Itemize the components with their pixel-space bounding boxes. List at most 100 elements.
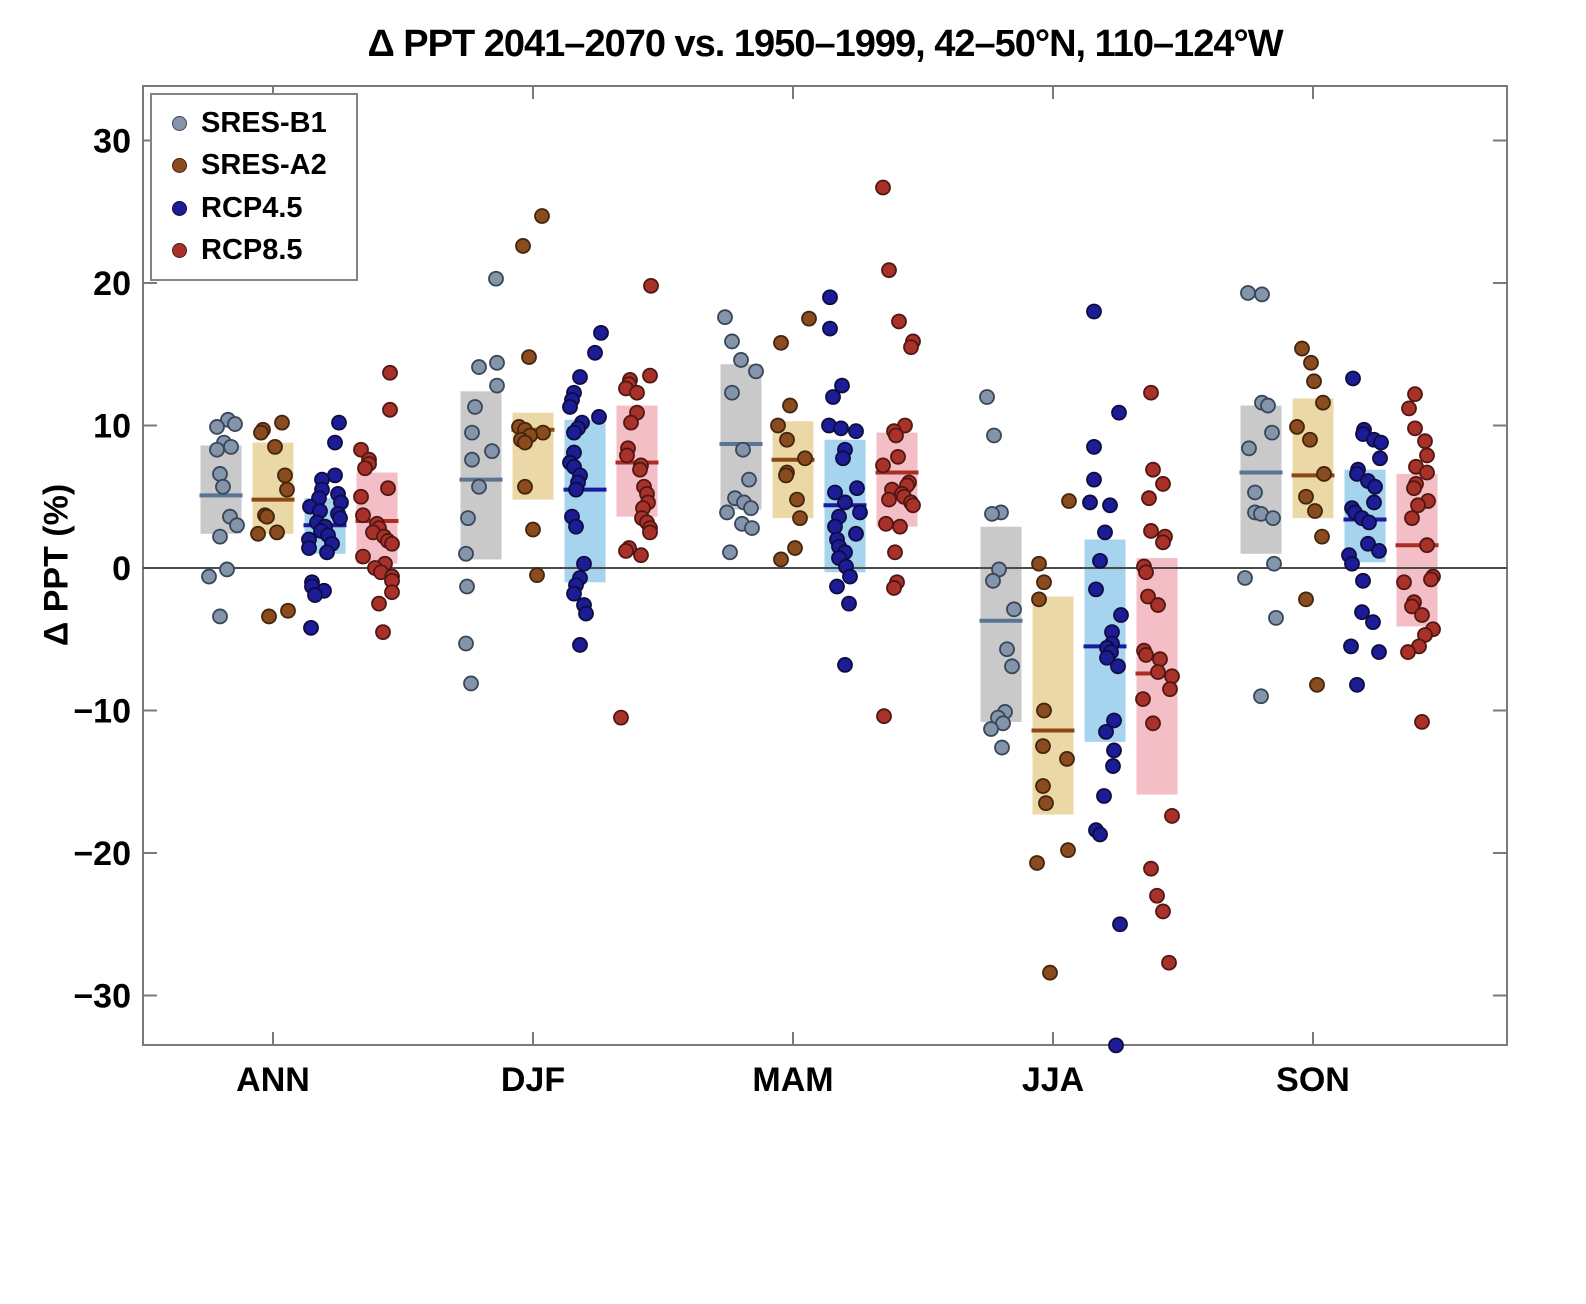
data-point (722, 544, 738, 561)
data-point (489, 377, 505, 394)
data-point (209, 419, 225, 435)
data-point (1404, 510, 1420, 527)
y-tick-label: 0 (112, 550, 131, 588)
data-point (1092, 826, 1108, 843)
data-point (1414, 714, 1430, 730)
data-point (1289, 419, 1305, 435)
data-point (1410, 497, 1426, 514)
data-point (629, 384, 645, 401)
data-point (1371, 644, 1387, 660)
data-point (229, 517, 245, 534)
data-point (1098, 723, 1114, 740)
legend-item-rcp45: RCP4.5 (172, 193, 356, 223)
data-point (876, 708, 892, 725)
data-point (1150, 597, 1166, 613)
data-point (489, 354, 505, 371)
data-point (1088, 581, 1104, 598)
data-point (822, 289, 838, 306)
data-point (327, 434, 343, 451)
x-tick-label: MAM (752, 1061, 833, 1099)
data-point (1155, 534, 1171, 551)
data-point (717, 309, 733, 326)
data-point (837, 494, 853, 511)
data-point (375, 624, 391, 641)
data-point (269, 524, 285, 541)
data-point (384, 535, 400, 552)
legend-item-label: SRES-A2 (201, 149, 327, 182)
data-point (488, 270, 504, 287)
data-point (892, 518, 908, 535)
legend-item-label: RCP8.5 (201, 234, 303, 267)
data-point (1145, 461, 1161, 478)
data-point (1113, 607, 1129, 623)
data-point (380, 480, 396, 497)
data-point (371, 595, 387, 612)
data-point (212, 608, 228, 625)
data-point (525, 521, 541, 538)
data-point (741, 471, 757, 488)
data-point (458, 545, 474, 562)
x-tick-label: JJA (1022, 1061, 1084, 1099)
data-point (332, 510, 348, 527)
data-point (881, 491, 897, 508)
data-point (1264, 424, 1280, 441)
data-point (1298, 488, 1314, 505)
data-point (1361, 514, 1377, 531)
y-axis-label: Δ PPT (%) (37, 483, 76, 647)
data-point (833, 420, 849, 437)
data-point (353, 488, 369, 505)
data-point (735, 441, 751, 458)
data-point (280, 602, 296, 619)
data-point (986, 427, 1002, 444)
data-point (642, 367, 658, 384)
data-point (1042, 964, 1058, 981)
data-point (1401, 400, 1417, 417)
data-point (979, 389, 995, 405)
plot-frame (142, 85, 1508, 1046)
data-point (463, 675, 479, 692)
data-point (792, 510, 808, 527)
data-point (212, 528, 228, 545)
data-point (1150, 664, 1166, 680)
data-point (789, 491, 805, 508)
data-point (733, 352, 749, 368)
range-box (720, 364, 762, 510)
data-point (841, 595, 857, 612)
x-tick-label: SON (1276, 1061, 1350, 1099)
data-point (223, 438, 239, 455)
data-point (301, 540, 317, 556)
y-tick-label: −30 (73, 978, 131, 1016)
data-point (327, 467, 343, 484)
data-point (1143, 860, 1159, 877)
data-point (770, 417, 786, 434)
data-point (887, 544, 903, 561)
x-tick-label: DJF (501, 1061, 565, 1099)
data-point (825, 389, 841, 405)
data-point (593, 324, 609, 341)
data-point (1004, 658, 1020, 675)
data-point (1112, 916, 1128, 933)
data-point (748, 363, 764, 380)
data-point (1404, 598, 1420, 615)
data-point (253, 424, 269, 441)
data-point (1307, 503, 1323, 519)
data-point (1143, 523, 1159, 539)
data-point (562, 399, 578, 415)
data-point (903, 339, 919, 356)
data-point (1265, 510, 1281, 527)
data-point (1006, 601, 1022, 618)
data-point (827, 518, 843, 535)
data-point (852, 504, 868, 521)
data-point (591, 409, 607, 425)
data-point (1092, 552, 1108, 569)
data-point (773, 551, 789, 568)
data-point (1035, 738, 1051, 755)
data-point (1162, 681, 1178, 698)
data-point (1294, 340, 1310, 357)
data-point (517, 434, 533, 451)
data-point (460, 510, 476, 527)
data-point (1086, 471, 1102, 488)
data-point (355, 507, 371, 524)
data-point (1260, 397, 1276, 414)
data-point (623, 414, 639, 431)
